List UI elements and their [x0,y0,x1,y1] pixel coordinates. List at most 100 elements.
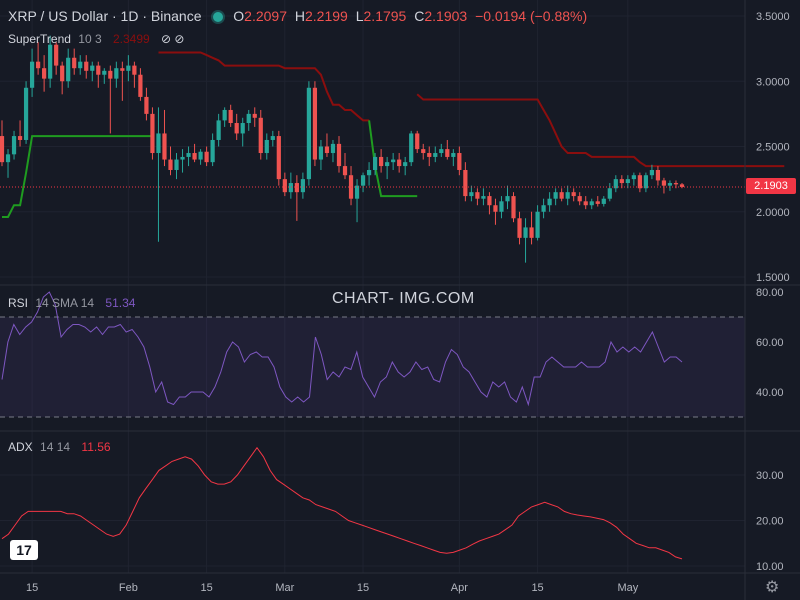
candle-body [517,218,522,238]
candle-body [240,123,245,134]
candle-body [360,175,366,186]
candle-body [451,153,456,157]
close-label: C [414,8,425,24]
candle-body [312,87,318,160]
rsi-pane [0,291,745,418]
candle-body [144,96,149,114]
candle-body [439,149,444,154]
candle-body [433,153,438,157]
close-value: 2.1903 [424,8,468,24]
rsi-tick-label: 80.00 [756,287,784,299]
candle-body [192,153,197,160]
supertrend-down-line [158,51,370,122]
candle-body [457,153,462,170]
open-label: O [233,8,245,24]
gear-icon[interactable]: ⚙ [765,579,780,596]
candle-body [246,113,251,124]
last-price-label: 2.1903 [746,178,796,194]
time-tick-label: May [617,582,638,594]
candle-body [216,120,221,140]
candle-body [132,65,137,75]
candle-body [11,136,17,155]
candle-body [366,169,372,176]
candle-body [397,159,402,167]
candle-body [613,179,618,189]
candle-body [565,192,570,199]
candle-body [282,179,287,193]
tradingview-logo[interactable]: 17 [10,540,38,560]
candle-body [294,183,299,193]
candle-body [336,143,342,167]
rsi-legend[interactable]: RSI 14 SMA 14 51.34 [8,296,135,310]
supertrend-up-line [2,135,153,218]
candle-body [60,65,65,82]
market-status-icon [213,12,224,22]
candle-body [138,74,143,97]
adx-line [1,446,683,560]
candle-body [415,133,420,150]
visibility-icons[interactable]: ⊘ ⊘ [161,32,185,46]
supertrend-legend[interactable]: SuperTrend 10 3 2.3499 ⊘ ⊘ [8,32,184,46]
adx-tick-label: 10.00 [756,561,784,573]
candle-body [222,109,227,121]
supertrend-value: 2.3499 [112,32,150,46]
candle-body [17,136,23,140]
candle-body [354,185,360,199]
candle-body [487,196,492,206]
candle-body [649,169,655,176]
candle-body [198,151,203,160]
adx-pane [1,446,683,560]
candle-body [114,68,119,79]
price-tick-label: 2.5000 [756,142,790,154]
candle-body [577,196,582,202]
candle-body [270,136,275,140]
rsi-tick-label: 40.00 [756,387,784,399]
candle-body [589,201,594,206]
candle-body [96,65,101,75]
candle-body [228,109,233,124]
candle-body [661,180,667,186]
candle-body [258,117,263,154]
candle-body [619,179,624,184]
price-tick-label: 3.5000 [756,11,790,23]
candle-body [120,68,125,71]
time-tick-label: 15 [357,582,369,594]
time-tick-label: 15 [200,582,212,594]
candle-body [679,184,685,187]
candle-body [511,196,516,219]
candle-body [463,169,468,197]
candle-body [126,65,131,71]
candle-body [156,133,161,154]
high-label: H [294,8,305,24]
adx-legend[interactable]: ADX 14 14 11.56 [8,440,111,454]
candle-body [324,146,330,154]
candle-body [571,192,576,197]
candle-body [469,192,474,197]
candle-body [318,146,324,160]
supertrend-lines [2,51,785,218]
candle-body [78,61,83,69]
rsi-band-fill [0,317,745,417]
candle-body [607,188,612,199]
candle-body [288,183,293,193]
price-axis: 3.5000 3.0000 2.5000 2.0000 1.5000 80.00 60.00… [756,11,790,573]
candle-body [342,166,348,176]
candle-body [150,113,155,154]
adx-params: 14 14 [40,440,71,454]
rsi-name: RSI [8,296,29,310]
candle-body [379,156,384,167]
candle-body [481,196,486,199]
candle-body [102,70,107,75]
open-value: 2.2097 [244,8,287,24]
price-tick-label: 3.0000 [756,76,790,88]
candle-body [300,179,305,193]
candlestick-series [0,35,685,263]
candle-body [0,136,5,163]
candle-body [36,61,41,69]
candle-body [529,227,534,238]
candle-body [673,183,679,185]
high-value: 2.2199 [305,8,348,24]
symbol-title[interactable]: XRP / US Dollar · 1D · Binance [8,8,202,24]
candle-body [108,70,113,79]
